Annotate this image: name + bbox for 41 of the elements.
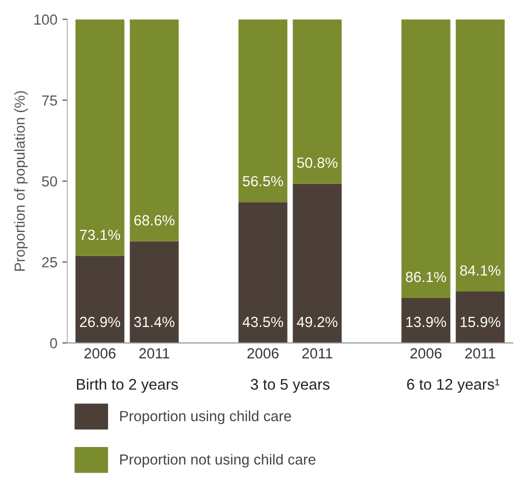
y-tick-label: 75 [42, 95, 58, 106]
data-label: 31.4% [134, 316, 174, 328]
y-tick-label: 0 [50, 338, 58, 348]
bar [401, 298, 450, 343]
x-tick-label: 2011 [465, 348, 496, 359]
bar [292, 19, 342, 184]
x-tick-label: 2011 [302, 348, 332, 359]
y-tick-label: 25 [42, 257, 58, 268]
bar [75, 19, 124, 256]
bar [456, 291, 505, 343]
data-label: 50.8% [297, 158, 338, 168]
bar [401, 19, 450, 298]
data-label: 13.9% [406, 316, 446, 328]
text: 6 to 12 years¹ [407, 378, 500, 393]
bar [75, 256, 124, 343]
bar [130, 241, 179, 343]
y-axis-title: Proportion of population (%) [14, 91, 28, 271]
y-tick-label: 50 [42, 176, 58, 187]
data-label: 84.1% [460, 265, 500, 276]
y-tick-label: 100 [34, 14, 58, 25]
data-label: 56.5% [242, 176, 284, 186]
x-tick-label: 2006 [410, 348, 442, 359]
data-label: 49.2% [296, 316, 338, 328]
data-label: 86.1% [406, 272, 446, 282]
data-label: 73.1% [80, 230, 120, 240]
bar [456, 19, 505, 292]
legend-label: Proportion not using child care [120, 454, 316, 468]
data-label: 26.9% [80, 316, 120, 328]
bar [238, 202, 288, 343]
bar [130, 19, 179, 242]
legend-label: Proportion using child care [120, 410, 292, 424]
x-tick-label: 2006 [247, 348, 278, 359]
data-label: 43.5% [242, 316, 284, 328]
x-tick-label: 2011 [139, 348, 170, 359]
bar [238, 19, 288, 202]
data-label: 68.6% [134, 215, 174, 226]
text: 3 to 5 years [250, 378, 330, 393]
data-label: 15.9% [460, 316, 500, 328]
text: Birth to 2 years [76, 378, 178, 393]
bar [292, 184, 342, 343]
x-tick-label: 2006 [84, 348, 116, 359]
